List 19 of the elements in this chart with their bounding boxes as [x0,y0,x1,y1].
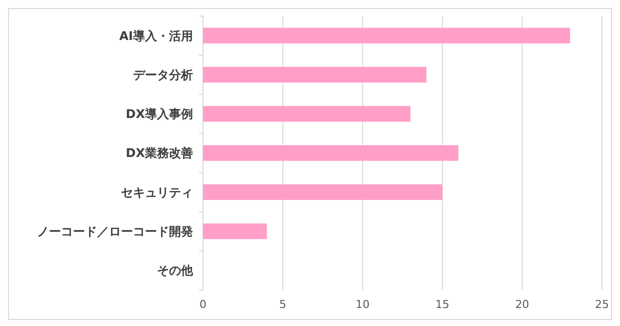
x-tick-label: 15 [435,298,450,311]
y-tick-label: DX業務改善 [126,146,193,160]
y-tick-label: セキュリティ [121,185,193,200]
x-tick-label: 5 [279,298,286,311]
y-tick-label: AI導入・活用 [119,28,193,43]
bar [203,145,458,161]
x-tick-label: 0 [200,298,206,311]
bar [203,28,570,44]
x-tick-label: 25 [595,298,609,311]
y-tick-label: データ分析 [133,68,193,82]
bar [203,66,426,83]
x-tick-label: 20 [515,298,530,311]
bar [203,184,442,200]
x-tick-label: 10 [356,298,370,311]
y-tick-label: ノーコード／ローコード開発 [37,224,193,238]
bar [203,223,267,240]
bar [203,106,410,122]
y-tick-label: DX導入事例 [126,107,193,122]
y-tick-label: その他 [157,264,194,278]
